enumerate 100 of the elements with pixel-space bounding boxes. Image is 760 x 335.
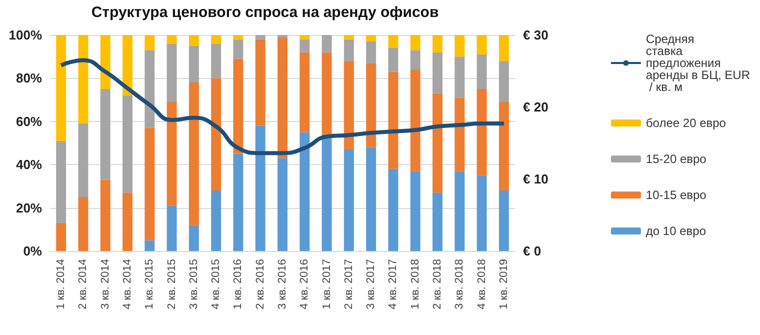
bar [144,35,155,50]
x-tick-label: 1 кв. 2019 [498,259,510,310]
bar [388,168,398,251]
bar [100,180,110,251]
bar [366,63,376,148]
bar [255,126,266,251]
bar [498,60,509,102]
y-tick-label: 60% [16,114,42,129]
bar [255,35,266,40]
bar [122,35,132,96]
bar [498,102,509,191]
bar [300,39,310,52]
bar [322,134,332,251]
bar [100,89,110,180]
bar [278,158,288,251]
x-tick-label: 1 кв. 2015 [144,259,156,310]
bar [78,197,88,251]
bar [344,35,354,40]
bar [322,35,332,52]
bar [255,39,266,126]
bar [78,124,88,197]
bar [122,192,132,251]
bar [410,70,420,172]
bar [300,35,310,40]
bar [366,35,376,42]
bar [211,190,222,251]
legend-label: более 20 евро [646,116,726,130]
bar [211,35,222,44]
bar [454,56,465,98]
x-tick-label: 1 кв. 2016 [232,259,244,310]
bar [166,35,177,44]
line-series [59,58,506,156]
x-tick-label: 3 кв. 2014 [99,259,112,310]
bar [498,35,509,61]
y-tick-label: 80% [16,70,42,86]
x-tick-label: 2 кв. 2014 [77,259,90,310]
x-tick-label: 4 кв. 2015 [210,259,222,310]
bar [454,35,465,57]
bar [454,171,465,251]
bar [211,44,222,78]
y-tick-label: 20% [16,200,42,216]
x-tick-label: 3 кв. 2016 [276,259,288,310]
x-tick-label: 4 кв. 2014 [122,259,134,310]
bar [144,50,155,128]
bar [56,222,66,251]
x-tick-label: 3 кв. 2015 [188,259,200,310]
bar [56,35,66,141]
bar [166,102,177,206]
bar [322,52,332,134]
bar [344,39,354,61]
bar [300,132,310,251]
bar [188,35,199,46]
bar [454,98,465,172]
y2-tick-label: € 10 [523,172,548,186]
legend-label: до 10 евро [646,224,706,238]
bar [166,44,177,102]
y2-tick-label: € 30 [523,28,548,42]
x-tick-label: 4 кв. 2016 [298,259,311,310]
bar [476,175,487,251]
bar [344,149,354,251]
bar [278,37,288,158]
bar [144,240,155,251]
x-tick-label: 2 кв. 2016 [254,259,266,310]
bar [388,72,398,169]
bar [432,192,442,251]
bar [410,35,420,50]
bar [188,46,199,83]
bar [410,50,420,70]
bar [188,82,199,226]
bar [144,128,155,240]
legend-label: 15-20 евро [646,152,707,166]
y2-tick-label: € 0 [523,244,542,258]
y2-tick-label: € 20 [523,100,548,114]
x-tick-label: 1 кв. 2017 [320,259,333,310]
x-tick-label: 2 кв. 2017 [342,259,355,310]
x-tick-label: 4 кв. 2018 [476,259,488,310]
bar [366,41,376,64]
bar [476,35,487,54]
bar [233,154,244,251]
x-tick-label: 3 кв. 2017 [365,259,378,310]
x-tick-label: 4 кв. 2017 [387,259,400,310]
y-tick-label: 0% [23,244,42,258]
bar [366,147,376,251]
bar [432,35,442,52]
bar [432,52,442,94]
bar [344,60,354,150]
bar [56,140,66,223]
y-tick-label: 40% [16,157,42,172]
chart-title: Структура ценового спроса на аренду офисов [91,4,439,21]
bar [432,93,442,193]
legend-label: Средняя ставка предложения аренды в БЦ, EUR / кв. м [646,32,750,94]
bar [122,95,132,193]
bar [100,35,110,89]
bar [476,89,487,176]
bar [188,225,199,251]
bar [410,171,420,251]
bar [233,39,244,59]
bar [166,206,177,251]
bar [498,190,509,251]
bar [211,78,222,191]
